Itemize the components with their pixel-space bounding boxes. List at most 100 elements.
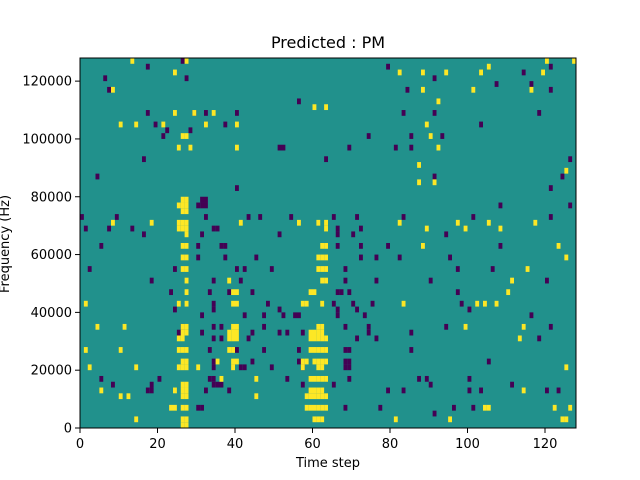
heatmap-cell-low — [455, 289, 460, 296]
heatmap-cell-low — [401, 110, 406, 116]
heatmap-cell-high — [134, 416, 139, 423]
heatmap-cell-high — [312, 387, 317, 394]
heatmap-cell-low — [347, 358, 352, 365]
heatmap-cell-high — [324, 219, 328, 226]
heatmap-cell-high — [316, 219, 321, 226]
heatmap-cell-low — [149, 387, 154, 394]
heatmap-cell-high — [176, 144, 181, 151]
heatmap-cell-high — [324, 254, 328, 261]
heatmap-cell-high — [320, 329, 325, 336]
heatmap-cell-low — [386, 243, 390, 249]
heatmap-cell-high — [320, 266, 325, 272]
heatmap-cell-low — [111, 381, 115, 388]
heatmap-cell-high — [320, 277, 325, 284]
heatmap-cell-high — [471, 86, 476, 93]
heatmap-cell-high — [184, 208, 189, 215]
heatmap-cell-low — [424, 375, 429, 382]
heatmap-cell-low — [479, 387, 483, 394]
heatmap-cell-high — [320, 364, 325, 371]
heatmap-cell-low — [401, 214, 406, 220]
heatmap-cell-low — [347, 347, 352, 353]
heatmap-cell-low — [386, 63, 390, 70]
heatmap-cell-low — [200, 231, 204, 238]
heatmap-cell-high — [184, 133, 189, 139]
heatmap-cell-low — [145, 387, 150, 394]
x-tick-label: 40 — [227, 437, 244, 452]
heatmap-cell-high — [184, 358, 189, 365]
heatmap-cell-high — [235, 358, 239, 365]
heatmap-cell-low — [269, 266, 274, 272]
heatmap-cell-high — [184, 300, 189, 307]
heatmap-cell-high — [486, 219, 491, 226]
heatmap-cell-high — [173, 110, 177, 116]
heatmap-cell-low — [374, 335, 379, 342]
heatmap-cell-low — [223, 254, 228, 261]
heatmap-cell-high — [176, 300, 181, 307]
heatmap-cell-high — [227, 329, 232, 336]
heatmap-cell-low — [432, 110, 437, 116]
heatmap-cell-low — [99, 243, 104, 249]
heatmap-cell-low — [227, 289, 232, 296]
heatmap-cell-high — [308, 347, 313, 353]
heatmap-cell-high — [324, 393, 328, 400]
heatmap-cell-high — [173, 69, 177, 76]
heatmap-cell-low — [142, 231, 146, 238]
heatmap-cell-high — [184, 416, 189, 423]
heatmap-cell-high — [180, 393, 185, 400]
heatmap-cell-low — [498, 202, 503, 209]
heatmap-cell-high — [180, 133, 185, 139]
heatmap-cell-high — [176, 202, 181, 209]
heatmap-cell-low — [331, 381, 336, 388]
heatmap-cell-high — [235, 289, 239, 296]
heatmap-cell-high — [184, 202, 189, 209]
heatmap-cell-low — [277, 306, 282, 313]
heatmap-cell-low — [250, 358, 255, 365]
heatmap-cell-low — [219, 323, 224, 330]
heatmap-cell-high — [188, 144, 193, 151]
heatmap-cell-low — [297, 347, 301, 353]
heatmap-cells — [80, 58, 576, 428]
heatmap-cell-low — [153, 121, 158, 128]
heatmap-cell-low — [250, 329, 255, 336]
heatmap-cell-high — [312, 289, 317, 296]
heatmap-cell-high — [541, 69, 545, 76]
heatmap-cell-low — [281, 312, 286, 319]
heatmap-cell-low — [494, 81, 499, 87]
heatmap-cell-low — [548, 185, 553, 191]
heatmap-cell-high — [312, 416, 317, 423]
heatmap-cell-low — [409, 144, 414, 151]
heatmap-cell-low — [211, 323, 216, 330]
heatmap-cell-high — [320, 404, 325, 411]
heatmap-cell-high — [568, 404, 573, 411]
heatmap-cell-high — [312, 335, 317, 342]
heatmap-cell-high — [316, 335, 321, 342]
heatmap-cell-high — [134, 364, 139, 371]
heatmap-cell-low — [537, 335, 542, 342]
heatmap-cell-low — [297, 358, 301, 365]
y-tick-label: 80000 — [31, 190, 72, 205]
heatmap-cell-low — [486, 358, 491, 365]
heatmap-cell-high — [401, 300, 406, 307]
heatmap-cell-low — [343, 266, 348, 272]
heatmap-cell-high — [421, 86, 425, 93]
heatmap-cell-high — [324, 404, 328, 411]
heatmap-cell-low — [397, 254, 402, 261]
heatmap-cell-high — [231, 289, 235, 296]
heatmap-cell-high — [227, 277, 232, 284]
y-axis-label: Frequency (Hz) — [0, 195, 13, 293]
heatmap-cell-low — [432, 410, 437, 417]
heatmap-cell-low — [200, 196, 204, 203]
heatmap-cell-high — [184, 381, 189, 388]
heatmap-cell-low — [548, 214, 553, 220]
heatmap-cell-high — [463, 225, 468, 232]
heatmap-cell-high — [180, 266, 185, 272]
heatmap-cell-high — [184, 364, 189, 371]
heatmap-cell-low — [300, 381, 305, 388]
heatmap-cell-low — [80, 214, 84, 220]
heatmap-cell-low — [204, 110, 208, 116]
heatmap-cell-low — [180, 58, 185, 64]
heatmap-cell-low — [545, 277, 549, 284]
heatmap-cell-high — [521, 323, 526, 330]
heatmap-cell-high — [300, 300, 305, 307]
heatmap-cell-low — [204, 196, 208, 203]
